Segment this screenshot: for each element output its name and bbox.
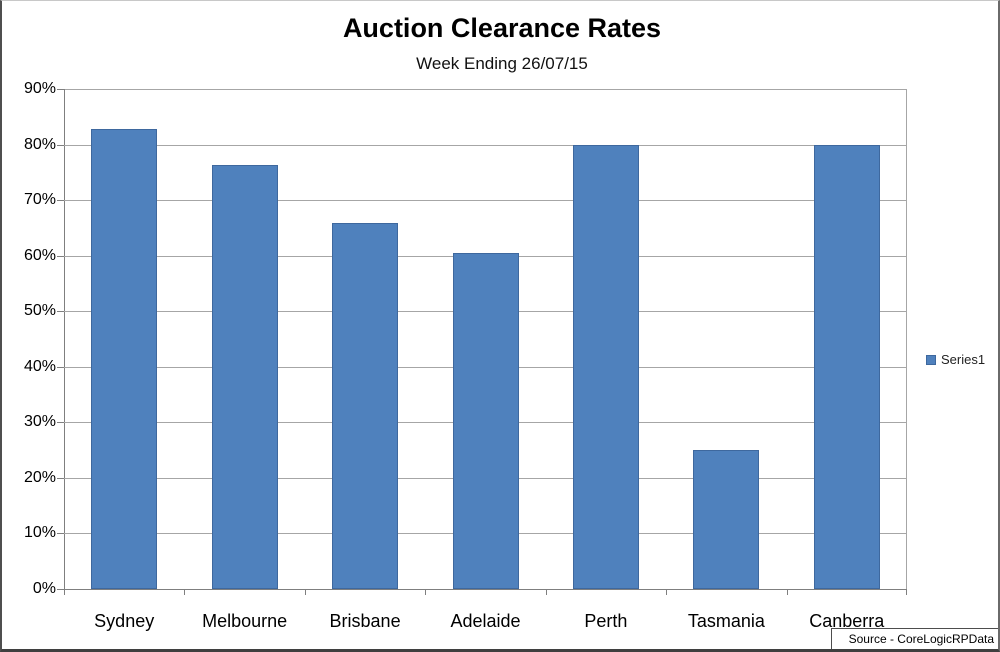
y-tick-label-80%: 80%	[23, 135, 56, 153]
x-tick-mark	[666, 589, 668, 595]
y-tick-label-30%: 30%	[23, 413, 56, 431]
legend: Series1	[926, 352, 985, 367]
y-tick-label-50%: 50%	[23, 302, 56, 320]
y-tick-mark	[57, 422, 64, 424]
bar-sydney	[91, 129, 158, 589]
bar-perth	[572, 144, 639, 589]
x-tick-mark	[184, 589, 186, 595]
chart-title: Auction Clearance Rates	[342, 13, 662, 43]
plot-right-border	[906, 89, 907, 589]
y-tick-label-0%: 0%	[32, 580, 56, 597]
bar-canberra	[813, 144, 880, 589]
y-tick-mark	[57, 144, 64, 146]
source-attribution: Source - CoreLogicRPData	[831, 628, 998, 649]
gridline-70pct	[64, 200, 907, 202]
x-axis-line	[57, 589, 907, 590]
y-tick-label-70%: 70%	[23, 191, 56, 209]
gridline-80pct	[64, 144, 907, 146]
x-label-melbourne: Melbourne	[202, 611, 288, 631]
y-tick-mark	[57, 589, 64, 590]
x-label-sydney: Sydney	[94, 611, 155, 631]
x-tick-mark	[545, 589, 547, 595]
x-label-tasmania: Tasmania	[687, 611, 765, 631]
plot-area	[64, 89, 907, 589]
bar-brisbane	[332, 222, 399, 589]
y-tick-mark	[57, 200, 64, 202]
y-tick-mark	[57, 366, 64, 368]
y-tick-label-60%: 60%	[23, 246, 56, 264]
y-axis-line	[64, 89, 65, 589]
x-label-canberra: Canberra	[809, 611, 885, 631]
y-tick-label-90%: 90%	[23, 80, 56, 97]
bar-tasmania	[693, 450, 760, 589]
y-tick-mark	[57, 311, 64, 313]
chart-subtitle: Week Ending 26/07/15	[416, 54, 588, 73]
x-tick-mark	[906, 589, 907, 595]
y-tick-label-10%: 10%	[23, 524, 56, 542]
bar-adelaide	[452, 252, 519, 589]
y-tick-mark	[57, 255, 64, 257]
bar-melbourne	[211, 164, 278, 589]
x-tick-mark	[425, 589, 427, 595]
x-label-perth: Perth	[584, 611, 628, 631]
y-tick-mark	[57, 477, 64, 479]
y-tick-label-20%: 20%	[23, 468, 56, 486]
y-tick-mark	[57, 533, 64, 535]
y-tick-label-40%: 40%	[23, 357, 56, 375]
gridline-90pct	[64, 89, 907, 90]
x-tick-mark	[304, 589, 306, 595]
x-label-brisbane: Brisbane	[329, 611, 401, 631]
x-label-adelaide: Adelaide	[450, 611, 521, 631]
legend-label: Series1	[941, 352, 986, 367]
y-tick-mark	[57, 89, 64, 90]
x-tick-mark	[786, 589, 788, 595]
series1-legend-marker-icon	[926, 354, 936, 365]
x-tick-mark	[64, 589, 65, 595]
